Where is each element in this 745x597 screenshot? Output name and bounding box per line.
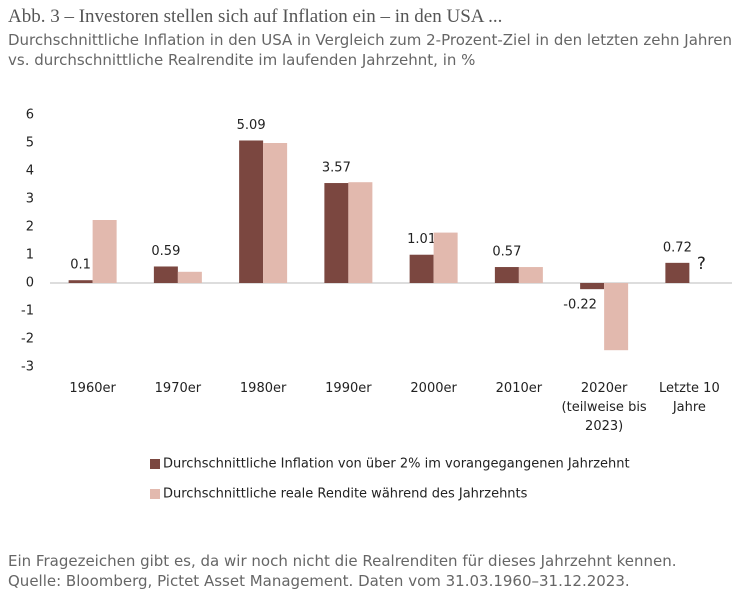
y-tick-label: 5	[26, 136, 34, 151]
bar	[494, 267, 519, 283]
x-tick-label: 1960er	[69, 381, 116, 396]
chart-title: Abb. 3 – Investoren stellen sich auf Inf…	[8, 6, 503, 27]
y-tick-label: -3	[21, 360, 34, 375]
x-tick-label: 2000er	[410, 381, 457, 396]
y-tick-label: -1	[21, 304, 34, 319]
value-label: 3.57	[322, 161, 351, 176]
bar	[153, 266, 178, 283]
value-label: 0.57	[492, 245, 521, 260]
bar	[409, 254, 434, 283]
y-tick-label: 0	[26, 276, 34, 291]
x-tick-label: Letzte 10 Jahre	[659, 381, 720, 415]
value-label: -0.22	[563, 298, 597, 313]
value-label: 1.01	[407, 232, 436, 247]
footer: Ein Fragezeichen gibt es, da wir noch ni…	[8, 551, 677, 591]
legend-label: Durchschnittliche Inflation von über 2% …	[163, 457, 630, 472]
y-tick-label: 4	[26, 164, 34, 179]
x-tick-label: 1980er	[240, 381, 287, 396]
value-label: 0.1	[70, 258, 91, 273]
chart: -3 -2 -1 0 1 2 3 4 5 6 1960er 0.1 1970er 0.59 1980er 5.…	[21, 108, 732, 502]
bar	[263, 143, 288, 283]
bar	[68, 280, 93, 283]
x-tick-label: 2020er (teilweise bis 2023)	[562, 381, 647, 434]
y-tick-label: 1	[26, 248, 34, 263]
bar	[239, 140, 264, 283]
value-label: 0.59	[151, 244, 180, 259]
bar	[92, 220, 117, 283]
bar	[604, 283, 629, 351]
bar	[580, 283, 605, 290]
legend-swatch	[150, 489, 160, 499]
bar	[348, 182, 373, 283]
y-tick-label: 2	[26, 220, 34, 235]
y-tick-label: 6	[26, 108, 34, 123]
y-tick-label: -2	[21, 332, 34, 347]
chart-subtitle: Durchschnittliche Inflation in den USA i…	[8, 31, 732, 69]
annotation: ?	[697, 254, 706, 274]
bar	[518, 267, 543, 283]
bar	[177, 271, 202, 283]
source: Quelle: Bloomberg, Pictet Asset Manageme…	[8, 572, 630, 590]
note: Ein Fragezeichen gibt es, da wir noch ni…	[8, 552, 677, 570]
bar	[433, 232, 458, 283]
y-tick-label: 3	[26, 192, 34, 207]
bar	[665, 262, 690, 283]
value-label: 5.09	[237, 118, 266, 133]
bar	[324, 183, 349, 283]
x-tick-label: 1970er	[155, 381, 202, 396]
x-tick-label: 2010er	[496, 381, 543, 396]
legend-label: Durchschnittliche reale Rendite während …	[163, 487, 528, 502]
x-tick-label: 1990er	[325, 381, 372, 396]
legend-swatch	[150, 459, 160, 469]
value-label: 0.72	[663, 240, 692, 255]
